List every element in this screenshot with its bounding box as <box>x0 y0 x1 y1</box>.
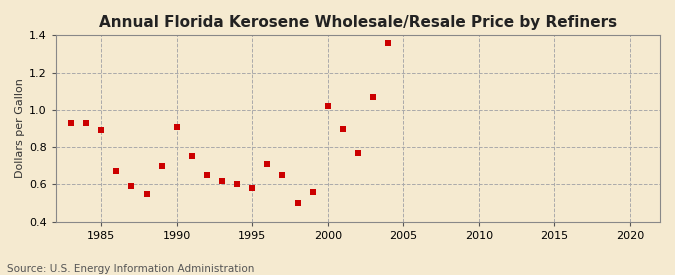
Point <box>292 201 303 205</box>
Point <box>202 173 213 177</box>
Point <box>217 178 227 183</box>
Point <box>65 121 76 125</box>
Point <box>307 190 318 194</box>
Point <box>368 95 379 99</box>
Point <box>111 169 122 174</box>
Point <box>277 173 288 177</box>
Title: Annual Florida Kerosene Wholesale/Resale Price by Refiners: Annual Florida Kerosene Wholesale/Resale… <box>99 15 617 30</box>
Point <box>171 125 182 129</box>
Point <box>81 121 92 125</box>
Point <box>141 192 152 196</box>
Text: Source: U.S. Energy Information Administration: Source: U.S. Energy Information Administ… <box>7 264 254 274</box>
Point <box>262 162 273 166</box>
Point <box>338 126 348 131</box>
Point <box>383 41 394 45</box>
Point <box>323 104 333 108</box>
Point <box>232 182 242 187</box>
Point <box>247 186 258 190</box>
Y-axis label: Dollars per Gallon: Dollars per Gallon <box>15 79 25 178</box>
Point <box>126 184 137 188</box>
Point <box>186 154 197 159</box>
Point <box>352 150 363 155</box>
Point <box>96 128 107 133</box>
Point <box>156 164 167 168</box>
